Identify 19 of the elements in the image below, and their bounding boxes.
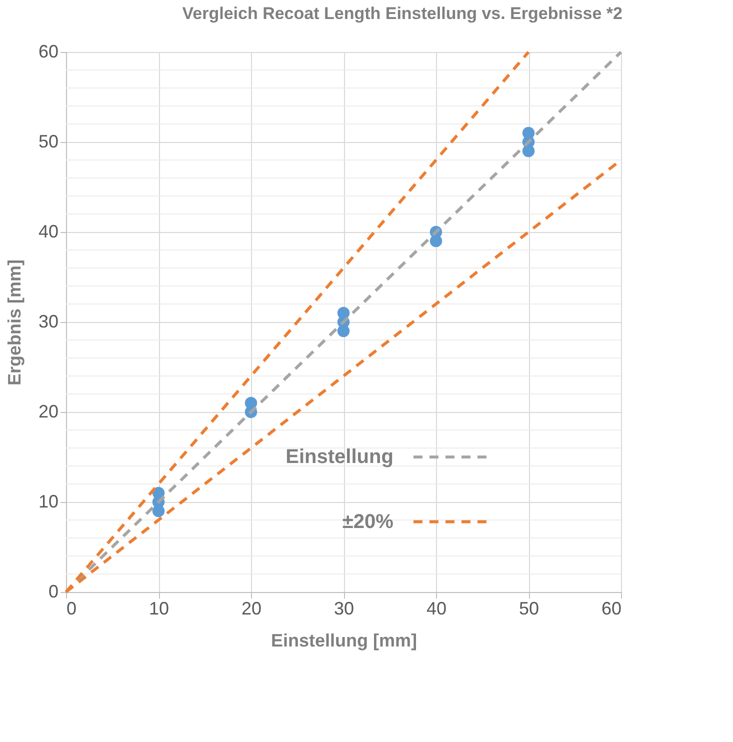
legend-label: ±20% — [342, 510, 394, 533]
y-tick-label: 30 — [38, 312, 58, 332]
y-axis-title: Ergebnis [mm] — [4, 259, 24, 386]
x-tick-label: 10 — [148, 598, 170, 618]
y-tick-label: 0 — [48, 582, 58, 602]
y-tick-label: 10 — [38, 492, 58, 512]
x-tick-label: 40 — [426, 598, 447, 618]
y-tick-label: 20 — [38, 402, 58, 422]
legend-label: Einstellung — [286, 446, 394, 468]
x-tick-label: 0 — [66, 598, 77, 618]
x-axis-title: Einstellung [mm] — [270, 630, 418, 650]
x-tick-label: 60 — [601, 598, 622, 618]
y-tick-label: 40 — [38, 222, 58, 242]
y-tick-label: 60 — [38, 42, 58, 62]
x-tick-label: 50 — [518, 598, 540, 618]
x-tick-label: 20 — [241, 598, 262, 618]
chart-title: Vergleich Recoat Length Einstellung vs. Ergebnisse *2 — [182, 4, 622, 23]
x-tick-label: 30 — [334, 598, 354, 618]
y-tick-label: 50 — [38, 132, 58, 152]
